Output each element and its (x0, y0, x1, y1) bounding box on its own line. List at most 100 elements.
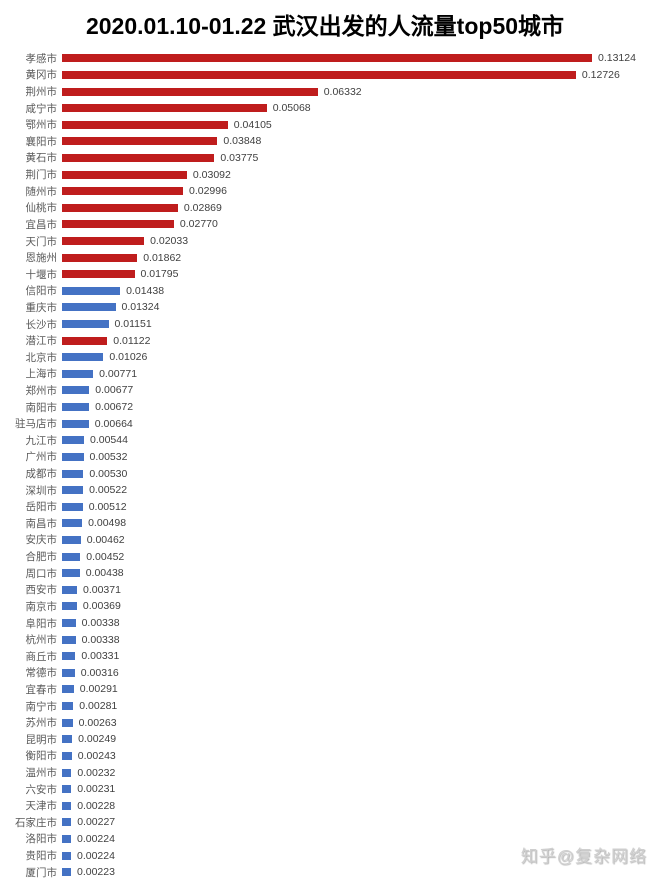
category-label: 鄂州市 (25, 119, 58, 132)
chart-row: 随州市 0.02996 (0, 183, 650, 200)
category-label: 随州市 (25, 185, 58, 198)
bar (62, 369, 94, 378)
value-label: 0.06332 (323, 85, 362, 98)
bar-track: 0.00664 (62, 418, 133, 430)
chart-row: 深圳市 0.00522 (0, 482, 650, 499)
bar (62, 452, 84, 461)
value-label: 0.03092 (192, 168, 231, 181)
chart-row: 阜阳市 0.00338 (0, 615, 650, 632)
chart-row: 常德市 0.00316 (0, 665, 650, 682)
bar-track: 0.00291 (62, 683, 118, 695)
bar (62, 303, 116, 312)
category-label: 十堰市 (25, 268, 58, 281)
bar (62, 187, 183, 196)
category-label: 信阳市 (25, 285, 58, 298)
category-label: 南京市 (25, 600, 58, 613)
bar-track: 0.00224 (62, 850, 115, 862)
bar-track: 0.00338 (62, 617, 120, 629)
value-label: 0.12726 (581, 68, 620, 81)
value-label: 0.01151 (114, 318, 152, 331)
category-label: 宜春市 (25, 683, 58, 696)
chart-row: 六安市 0.00231 (0, 781, 650, 798)
value-label: 0.03775 (220, 151, 259, 164)
bar (62, 386, 90, 395)
value-label: 0.05068 (272, 102, 311, 115)
chart-row: 岳阳市 0.00512 (0, 498, 650, 515)
category-label: 合肥市 (25, 551, 58, 564)
chart-row: 广州市 0.00532 (0, 449, 650, 466)
category-label: 贵阳市 (25, 850, 58, 863)
chart-row: 贵阳市 0.00224 (0, 847, 650, 864)
bar (62, 801, 72, 810)
category-label: 岳阳市 (25, 501, 58, 514)
chart-row: 苏州市 0.00263 (0, 714, 650, 731)
bar (62, 552, 81, 561)
bar (62, 535, 81, 544)
category-label: 西安市 (25, 584, 58, 597)
bar (62, 502, 83, 511)
chart-row: 北京市 0.01026 (0, 349, 650, 366)
bar-track: 0.00224 (62, 833, 115, 845)
bar (62, 170, 187, 179)
chart-row: 南阳市 0.00672 (0, 399, 650, 416)
bar-track: 0.00677 (62, 384, 133, 396)
value-label: 0.04105 (233, 118, 272, 131)
bar-track: 0.00522 (62, 484, 127, 496)
category-label: 驻马店市 (15, 418, 57, 431)
value-label: 0.00532 (89, 450, 128, 463)
value-label: 0.00771 (99, 367, 138, 380)
value-label: 0.00664 (94, 417, 133, 430)
bar (62, 237, 145, 245)
bar-track: 0.00498 (62, 517, 126, 529)
bar-track: 0.00371 (62, 584, 121, 596)
bar (62, 336, 108, 345)
category-label: 仙桃市 (25, 202, 58, 215)
category-label: 洛阳市 (25, 833, 58, 846)
value-label: 0.01122 (113, 334, 151, 347)
bar (62, 818, 72, 827)
bar (62, 834, 71, 843)
category-label: 昆明市 (25, 733, 58, 746)
value-label: 0.00243 (77, 749, 116, 762)
category-label: 上海市 (25, 368, 58, 381)
category-label: 孝感市 (25, 52, 58, 65)
chart-row: 恩施州 0.01862 (0, 249, 650, 266)
category-label: 石家庄市 (15, 816, 57, 829)
value-label: 0.00462 (86, 533, 125, 546)
value-label: 0.00522 (89, 484, 128, 497)
bar-track: 0.00771 (62, 368, 137, 380)
chart-row: 长沙市 0.01151 (0, 316, 650, 333)
value-label: 0.00530 (89, 467, 128, 480)
category-label: 安庆市 (25, 534, 58, 547)
value-label: 0.03848 (223, 135, 262, 148)
bar-track: 0.02996 (62, 185, 227, 197)
bar-track: 0.02770 (62, 218, 218, 230)
bar-track: 0.00512 (62, 501, 127, 513)
value-label: 0.00224 (77, 849, 115, 862)
chart-row: 昆明市 0.00249 (0, 731, 650, 748)
bar (62, 137, 218, 146)
bar (62, 768, 72, 777)
value-label: 0.01026 (109, 351, 148, 364)
bar (62, 54, 592, 63)
bar-track: 0.00249 (62, 733, 116, 745)
value-label: 0.00224 (77, 832, 115, 845)
bar (62, 436, 84, 445)
chart-row: 合肥市 0.00452 (0, 548, 650, 565)
chart-row: 南宁市 0.00281 (0, 698, 650, 715)
chart-row: 仙桃市 0.02869 (0, 199, 650, 216)
bar-track: 0.00672 (62, 401, 133, 413)
bar-track: 0.06332 (62, 86, 362, 98)
chart-row: 杭州市 0.00338 (0, 631, 650, 648)
bar (62, 469, 84, 478)
bar (62, 403, 90, 412)
category-label: 六安市 (25, 783, 58, 796)
chart-row: 潜江市 0.01122 (0, 332, 650, 349)
chart-row: 咸宁市 0.05068 (0, 100, 650, 117)
bar-track: 0.00369 (62, 600, 121, 612)
bar (62, 104, 267, 113)
category-label: 黄石市 (25, 152, 58, 165)
bar (62, 718, 73, 727)
bar (62, 851, 71, 860)
